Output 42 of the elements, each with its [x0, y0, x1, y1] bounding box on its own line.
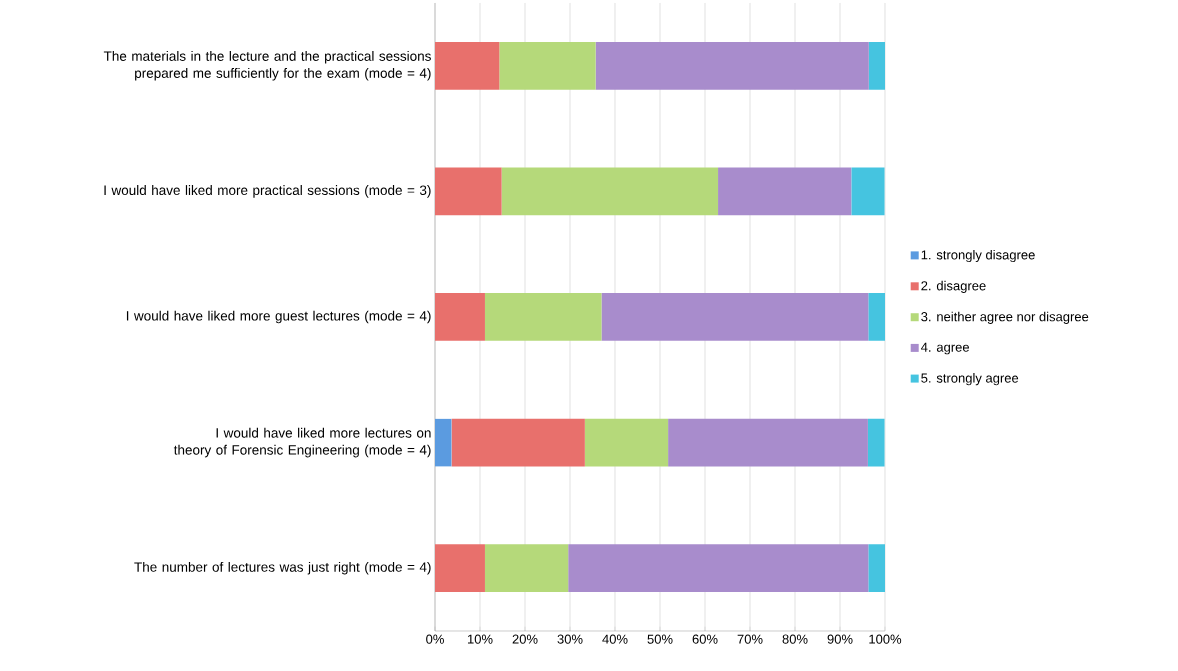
bar — [868, 544, 885, 593]
bar — [595, 41, 869, 90]
bar — [568, 544, 869, 593]
x-tick-label: 20% — [512, 634, 538, 644]
y-tick-label: I would have liked more lectures on theory of Forensic Engineering (mode = 4) — [173, 427, 431, 458]
legend-label: 4. agree — [921, 342, 970, 355]
bar — [451, 418, 585, 467]
x-tick-label: 60% — [692, 634, 718, 644]
x-tick-label: 90% — [827, 634, 853, 644]
bar — [484, 293, 602, 341]
bar — [584, 418, 669, 467]
x-tick-label: 100% — [869, 634, 902, 644]
bar — [868, 41, 885, 90]
bar — [435, 41, 500, 90]
x-tick-label: 40% — [602, 634, 628, 644]
x-tick-label: 0% — [426, 634, 444, 644]
bar — [868, 293, 885, 341]
legend-label: 3. neither agree nor disagree — [921, 311, 1089, 324]
bar — [435, 293, 485, 341]
legend-label: 2. disagree — [921, 280, 986, 293]
bar — [867, 418, 885, 467]
bar — [435, 167, 502, 216]
bar — [501, 167, 719, 216]
x-tick-label: 70% — [737, 634, 763, 644]
legend-label: 1. strongly disagree — [921, 249, 1035, 263]
bar — [435, 418, 452, 467]
y-tick-label: I would have liked more guest lectures (mode = 4) — [126, 310, 431, 324]
bar — [435, 544, 485, 593]
bar — [601, 293, 869, 341]
y-tick-label: The number of lectures was just right (mode = 4) — [134, 561, 431, 575]
bar — [484, 544, 569, 593]
bar — [499, 41, 596, 90]
y-tick-label: The materials in the lecture and the practical sessions prepared me sufficiently for the exam (mode = 4) — [103, 50, 431, 81]
x-tick-label: 80% — [782, 634, 808, 644]
legend-label: 5. strongly agree — [921, 373, 1019, 386]
x-tick-label: 30% — [557, 634, 583, 644]
x-tick-label: 50% — [647, 634, 673, 644]
x-tick-label: 10% — [467, 634, 493, 644]
y-tick-label: I would have liked more practical sessions (mode = 3) — [104, 185, 431, 198]
bar — [668, 418, 868, 467]
bar — [718, 167, 852, 216]
bar — [851, 167, 885, 216]
